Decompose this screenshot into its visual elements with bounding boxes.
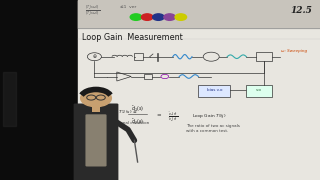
Bar: [59, 0, 63, 180]
Text: The ratio of two ac signals
with a common test.: The ratio of two ac signals with a commo…: [186, 124, 239, 133]
Bar: [43, 0, 47, 180]
Circle shape: [130, 14, 142, 20]
Text: $\frac{\hat{v}_0(s)}{\hat{v}_g(s)}$: $\frac{\hat{v}_0(s)}{\hat{v}_g(s)}$: [168, 110, 178, 123]
Text: Loop Gain  Measurement: Loop Gain Measurement: [82, 33, 182, 42]
Bar: [78, 0, 320, 180]
Text: Loop Gain $T_0(j)$: Loop Gain $T_0(j)$: [192, 112, 226, 120]
Bar: [12, 0, 16, 180]
Bar: [92, 104, 100, 112]
Bar: [24, 0, 28, 180]
FancyBboxPatch shape: [85, 114, 107, 166]
Bar: [78, 0, 320, 28]
Bar: [0, 0, 78, 180]
Bar: [4, 0, 8, 180]
Text: $\hat{d}_2(s)$: $\hat{d}_2(s)$: [131, 116, 144, 127]
Bar: [256, 52, 272, 61]
Bar: [8, 0, 12, 180]
Bar: [39, 0, 43, 180]
Circle shape: [153, 14, 164, 20]
Bar: [47, 0, 51, 180]
Bar: [144, 74, 152, 79]
Text: inverter operational condition: inverter operational condition: [88, 121, 149, 125]
Bar: [198, 85, 230, 97]
Bar: [16, 0, 20, 180]
Text: ω: Sweeping: ω: Sweeping: [281, 49, 307, 53]
Bar: [35, 0, 39, 180]
Bar: [134, 53, 143, 60]
Bar: [3, 72, 16, 126]
Bar: [0, 0, 4, 180]
Circle shape: [164, 14, 175, 20]
Text: ⊕: ⊕: [92, 54, 96, 59]
Circle shape: [175, 14, 187, 20]
Bar: [31, 0, 35, 180]
Bar: [63, 0, 67, 180]
Bar: [75, 0, 78, 180]
Bar: [28, 0, 31, 180]
Text: $\hat{d}_1(s)$: $\hat{d}_1(s)$: [131, 104, 144, 114]
Text: =: =: [157, 114, 161, 119]
Bar: [55, 0, 59, 180]
Text: $\frac{|T_s(s\omega)|}{|T_s(s\omega)|}$: $\frac{|T_s(s\omega)|}{|T_s(s\omega)|}$: [85, 4, 100, 17]
Circle shape: [81, 89, 111, 107]
Bar: [67, 0, 71, 180]
Bar: [71, 0, 75, 180]
Bar: [51, 0, 55, 180]
Bar: [246, 85, 272, 97]
Bar: [20, 0, 24, 180]
FancyBboxPatch shape: [74, 103, 118, 180]
Text: 12.5: 12.5: [290, 6, 312, 15]
Circle shape: [141, 14, 153, 20]
Text: ≤1  ver: ≤1 ver: [120, 4, 136, 8]
Text: v.o: v.o: [256, 88, 262, 92]
Text: bias v.o: bias v.o: [207, 88, 222, 92]
Text: $\hat{d}_1(s)$ and $\hat{d}_2(s)$ : $T_{12}(s)$ ≜: $\hat{d}_1(s)$ and $\hat{d}_2(s)$ : $T_{…: [82, 107, 137, 116]
